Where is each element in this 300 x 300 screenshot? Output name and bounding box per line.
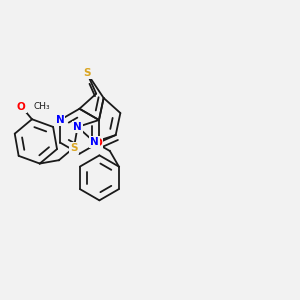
Text: O: O [17, 102, 26, 112]
Text: CH₃: CH₃ [33, 102, 50, 111]
Text: S: S [83, 68, 91, 78]
Text: O: O [94, 138, 102, 148]
Text: N: N [73, 122, 82, 132]
Text: N: N [56, 115, 64, 125]
Text: N: N [90, 137, 99, 147]
Text: S: S [70, 142, 78, 153]
